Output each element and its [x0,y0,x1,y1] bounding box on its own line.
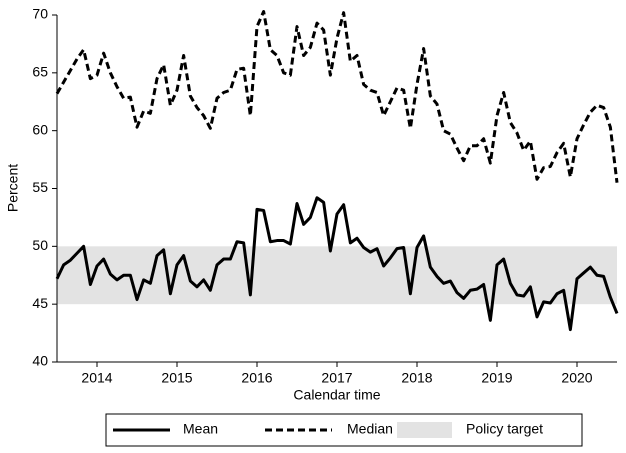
y-tick-label: 50 [32,237,48,253]
x-tick-label: 2020 [561,370,592,386]
y-tick-label: 60 [32,121,48,137]
y-tick-label: 55 [32,179,48,195]
y-tick-label: 70 [32,6,48,22]
x-tick-label: 2019 [481,370,512,386]
legend-label: Mean [183,421,218,437]
x-tick-label: 2014 [81,370,112,386]
x-tick-label: 2015 [161,370,192,386]
legend-box [105,413,583,447]
legend-label: Policy target [466,421,543,437]
legend-swatch [397,422,452,438]
series-line [55,196,619,332]
x-axis-label: Calendar time [293,387,380,403]
y-tick-label: 65 [32,64,48,80]
y-axis-label: Percent [5,164,21,212]
legend-label: Median [347,421,393,437]
y-tick-label: 45 [32,295,48,311]
x-tick-label: 2018 [401,370,432,386]
y-tick-label: 40 [32,353,48,369]
x-tick-label: 2016 [241,370,272,386]
x-tick-label: 2017 [321,370,352,386]
series-line [55,10,619,183]
